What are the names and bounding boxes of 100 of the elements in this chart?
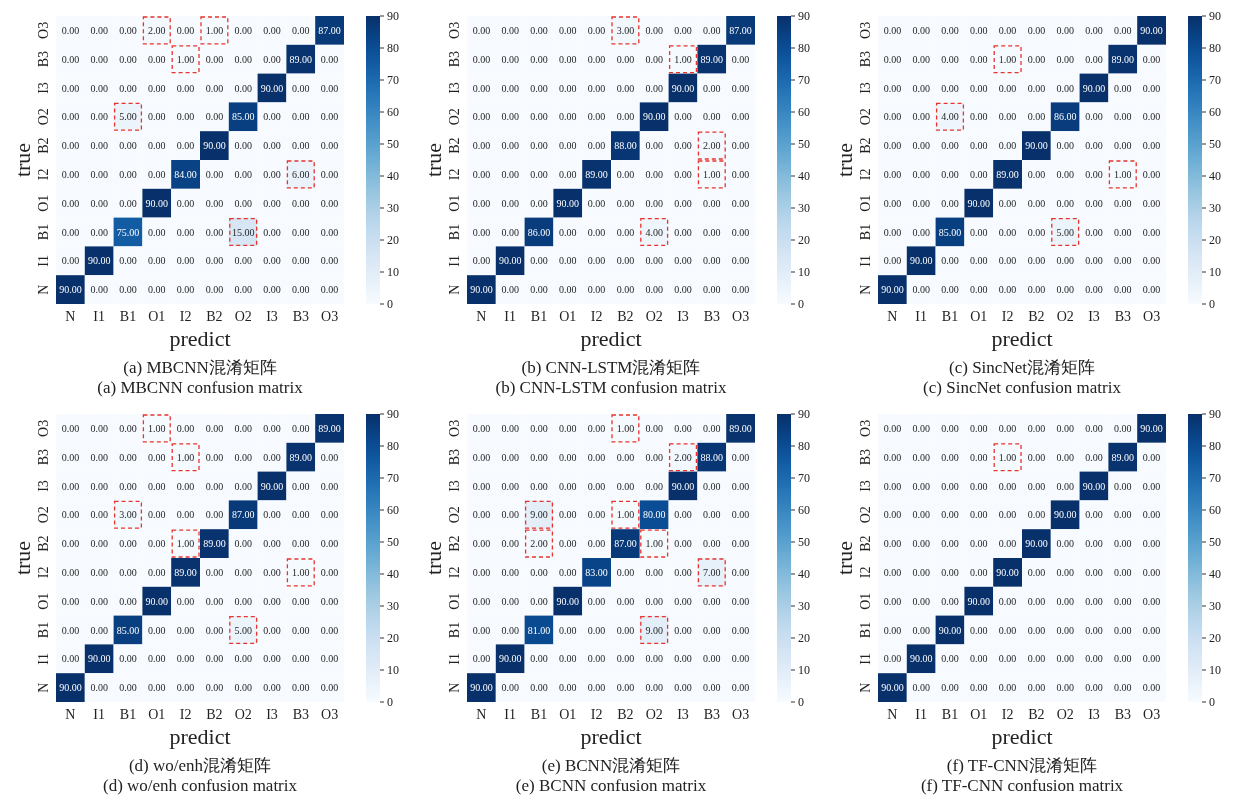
data-label: 0.00 (731, 168, 750, 180)
color-bar-label: 90 (798, 407, 810, 422)
data-label: 0.00 (731, 111, 750, 123)
data-label: 0.00 (61, 595, 80, 607)
data-label: 0.00 (1027, 451, 1046, 463)
x-tick-label: I2 (1001, 309, 1014, 324)
data-label: 0.00 (90, 480, 108, 492)
data-label: 0.00 (559, 480, 577, 492)
text: (a) MBCNN混淆矩阵 (123, 358, 277, 377)
data-label: 87.00 (231, 509, 255, 521)
data-label: 0.00 (61, 197, 80, 209)
x-tick-label: B3 (292, 309, 309, 324)
data-label: 0.00 (530, 255, 548, 267)
data-label: 0.00 (119, 255, 137, 267)
data-label: 1.00 (176, 53, 195, 65)
data-label: 0.00 (530, 451, 548, 463)
data-label: 9.00 (530, 509, 548, 521)
data-label: 0.00 (501, 480, 519, 492)
data-label: 0.00 (234, 653, 252, 665)
data-label: 89.00 (1111, 53, 1135, 65)
data-label: 90.00 (1025, 538, 1048, 550)
data-label: 0.00 (292, 24, 310, 36)
data-label: 0.00 (205, 82, 224, 94)
data-label: 0.00 (320, 538, 339, 550)
y-axis-title: true (421, 142, 446, 178)
data-label: 0.00 (263, 566, 281, 578)
data-label: 0.00 (970, 140, 988, 152)
data-label: 0.00 (119, 197, 137, 209)
text: (d) wo/enh confusion matrix (102, 776, 298, 795)
data-label: 0.00 (645, 197, 663, 209)
data-label: 0.00 (501, 168, 519, 180)
x-tick-label: B1 (530, 707, 548, 722)
data-label: 0.00 (234, 255, 252, 267)
y-tick-label: N (36, 284, 51, 295)
data-label: 0.00 (559, 53, 577, 65)
data-label: 0.00 (119, 595, 137, 607)
data-label: 90.00 (909, 255, 933, 267)
y-tick-label: B2 (858, 535, 873, 552)
x-tick-label: B1 (119, 309, 137, 324)
y-tick-label: O2 (447, 108, 462, 126)
data-label: 0.00 (998, 284, 1017, 296)
data-label: 0.00 (998, 653, 1017, 665)
data-label: 1.00 (998, 451, 1017, 463)
y-tick-label: O1 (447, 194, 462, 212)
data-label: 0.00 (148, 682, 166, 694)
data-label: 0.00 (998, 82, 1017, 94)
data-label: 0.00 (320, 226, 339, 238)
data-label: 0.00 (501, 284, 519, 296)
data-label: 0.00 (883, 82, 902, 94)
data-label: 0.00 (472, 480, 491, 492)
data-label: 87.00 (318, 24, 341, 36)
data-label: 0.00 (501, 624, 519, 636)
data-label: 90.00 (1082, 82, 1106, 94)
data-label: 0.00 (501, 509, 519, 521)
data-label: 0.00 (501, 451, 519, 463)
data-label: 0.00 (941, 255, 959, 267)
data-label: 90.00 (938, 624, 962, 636)
data-label: 90.00 (470, 284, 493, 296)
data-label: 0.00 (559, 653, 577, 665)
data-label: 0.00 (559, 566, 577, 578)
data-label: 0.00 (883, 111, 902, 123)
data-label: 0.00 (263, 168, 281, 180)
data-label: 0.00 (559, 284, 577, 296)
data-label: 0.00 (119, 566, 137, 578)
data-label: 0.00 (645, 284, 663, 296)
data-label: 0.00 (148, 509, 166, 521)
data-label: 0.00 (1114, 140, 1132, 152)
data-label: 0.00 (645, 595, 663, 607)
data-label: 0.00 (472, 226, 491, 238)
color-bar-label: 20 (1209, 631, 1221, 646)
color-bar-label: 20 (798, 233, 810, 248)
data-label: 0.00 (1142, 451, 1161, 463)
data-label: 0.00 (292, 197, 310, 209)
data-label: 0.00 (1142, 140, 1161, 152)
data-label: 0.00 (998, 24, 1017, 36)
data-label: 0.00 (616, 255, 635, 267)
data-label: 0.00 (616, 624, 635, 636)
data-label: 0.00 (1056, 168, 1074, 180)
data-label: 1.00 (703, 168, 721, 180)
color-bar-label: 70 (798, 471, 810, 486)
data-label: 0.00 (559, 624, 577, 636)
data-label: 0.00 (1114, 284, 1132, 296)
data-label: 0.00 (1114, 566, 1132, 578)
data-label: 0.00 (559, 255, 577, 267)
color-bar-label: 80 (1209, 439, 1221, 454)
data-label: 0.00 (998, 111, 1017, 123)
x-tick-label: B3 (1114, 707, 1131, 722)
data-label: 0.00 (1142, 82, 1161, 94)
data-label: 0.00 (1114, 82, 1132, 94)
data-label: 0.00 (616, 197, 635, 209)
data-label: 0.00 (205, 284, 224, 296)
data-label: 0.00 (501, 82, 519, 94)
data-label: 2.00 (703, 140, 721, 152)
data-label: 0.00 (234, 595, 252, 607)
data-label: 0.00 (119, 653, 137, 665)
data-label: 90.00 (260, 480, 284, 492)
data-label: 0.00 (1027, 24, 1046, 36)
data-label: 89.00 (289, 451, 313, 463)
data-label: 1.00 (645, 538, 663, 550)
data-label: 7.00 (703, 566, 721, 578)
